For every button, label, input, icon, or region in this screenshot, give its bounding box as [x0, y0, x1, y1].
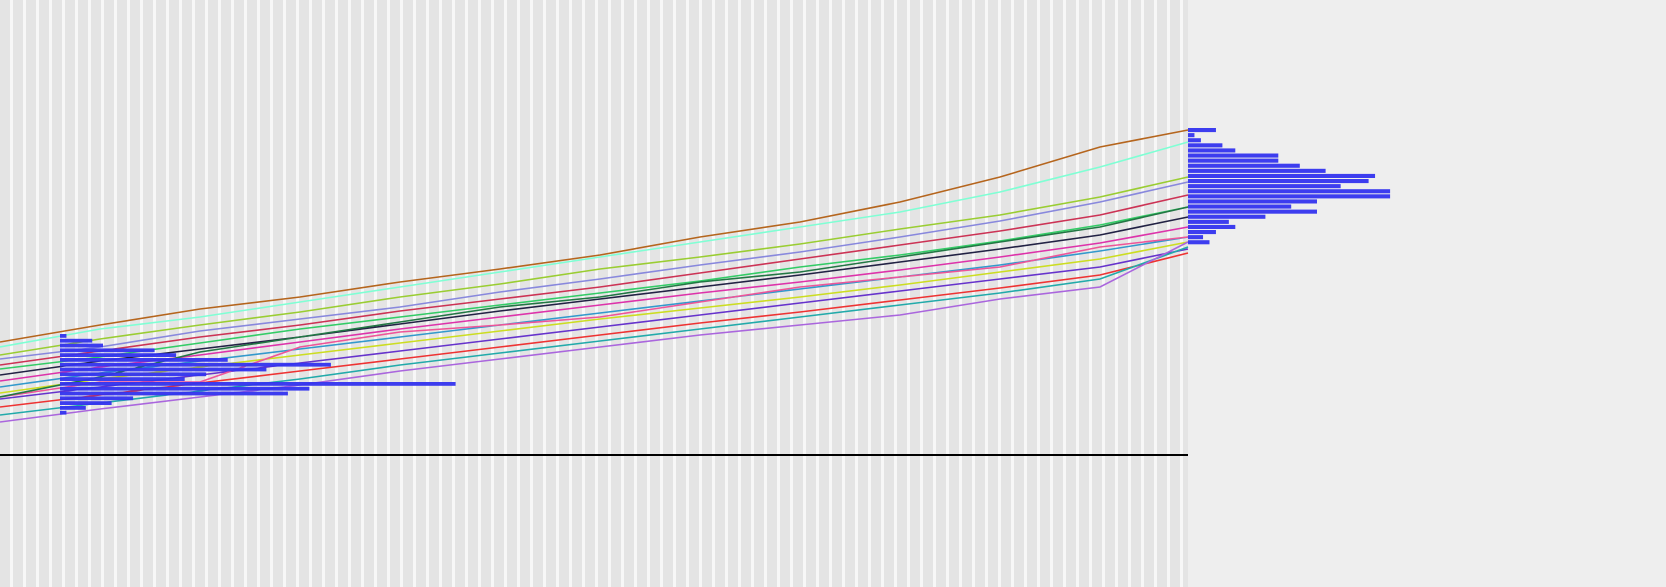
histogram-bar [1188, 133, 1195, 138]
histogram-bar [1188, 153, 1279, 158]
histogram-bar [1188, 214, 1266, 219]
walk-line [0, 141, 1189, 348]
histogram-bar [1188, 240, 1210, 245]
histogram-bar [60, 401, 112, 405]
walk-line [0, 206, 1189, 370]
walk-line [0, 176, 1189, 356]
walk-line [0, 246, 1189, 416]
histogram-bar [1188, 173, 1376, 178]
histogram-bar [1188, 204, 1292, 209]
histogram-bar [1188, 168, 1326, 173]
histogram-bar [1188, 143, 1223, 148]
histogram-bar [1188, 128, 1216, 133]
histogram-bar [60, 410, 67, 415]
histogram-bar [60, 382, 456, 386]
histogram-bar [1188, 163, 1300, 168]
histogram-bar [1188, 184, 1341, 189]
walk-line [0, 181, 1189, 360]
histogram-bar [1188, 189, 1391, 194]
histogram-bar [1188, 148, 1236, 153]
histogram-bar [60, 348, 155, 353]
histogram-bar [1188, 194, 1391, 199]
histogram-bar [60, 386, 310, 391]
walk-line [0, 226, 1189, 382]
histogram-bar [60, 391, 288, 396]
histogram-bar [60, 338, 93, 343]
histogram-bar [1188, 138, 1201, 143]
histogram-bar [60, 343, 103, 348]
histogram-bar [60, 372, 207, 377]
histogram-bar [60, 367, 267, 372]
histogram-bar [60, 377, 185, 381]
walk-line [0, 129, 1189, 343]
histogram-bar [1188, 224, 1236, 229]
histogram-bar [1188, 230, 1216, 235]
walk-line [0, 241, 1189, 423]
histogram-bar [1188, 235, 1204, 240]
histogram-bar [1188, 179, 1369, 184]
walk-line [0, 194, 1189, 366]
histogram-bar [60, 396, 134, 401]
walk-line [0, 206, 1189, 398]
walk-line [0, 241, 1189, 394]
histogram-bar [60, 334, 67, 338]
histogram-bar [60, 406, 86, 410]
histogram-bar [1188, 219, 1229, 224]
histogram-bar [60, 362, 331, 367]
walk-line [0, 216, 1189, 376]
histogram-bar [60, 358, 228, 362]
histogram-bar [60, 353, 177, 357]
histogram-bar [1188, 209, 1317, 214]
histogram-bar [1188, 158, 1279, 163]
histogram-bar [1188, 199, 1317, 204]
